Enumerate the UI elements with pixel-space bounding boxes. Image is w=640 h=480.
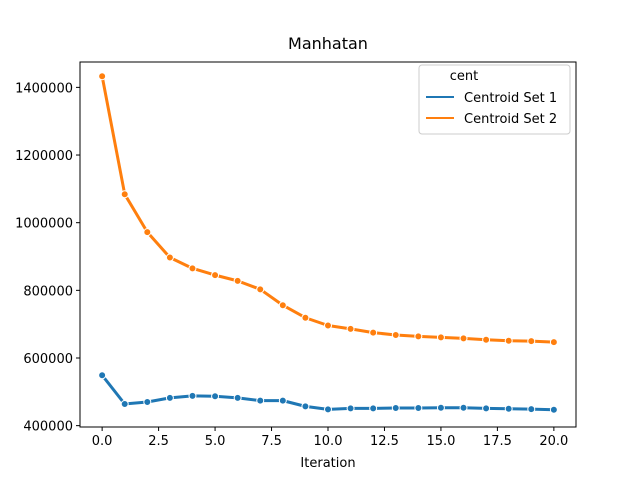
data-point [256,285,265,294]
data-point [369,328,378,337]
legend-box [418,64,571,135]
data-point [188,264,197,273]
data-point [120,190,129,199]
data-point [527,405,536,414]
x-axis: 0.0 2.5 5.0 7.5 10.0 12.5 15.0 17.5 20.0 [92,427,568,449]
data-point [436,403,445,412]
data-point [324,321,332,330]
data-point [98,72,107,81]
data-point [301,313,310,322]
y-tick-label: 1400000 [15,81,73,96]
data-point [256,396,265,405]
data-point [165,253,174,262]
x-tick-label: 7.5 [261,434,282,449]
data-point [459,403,468,412]
data-point [504,404,513,413]
series-layer [98,72,558,414]
data-point [211,392,220,401]
x-tick-label: 2.5 [148,434,169,449]
data-point [346,404,355,413]
data-point [369,404,378,413]
data-point [188,391,197,400]
legend: cent Centroid Set 1 Centroid Set 2 [418,64,571,135]
data-point [98,371,107,380]
data-point [346,324,355,333]
y-tick-label: 400000 [23,420,73,435]
data-point [278,396,287,405]
x-tick-label: 12.5 [370,434,399,449]
x-tick-label: 10.0 [314,434,343,449]
legend-entries: Centroid Set 1 Centroid Set 2 [426,91,557,127]
series-1 [98,371,558,414]
x-tick-label: 0.0 [92,434,113,449]
x-axis-label: Iteration [300,456,355,471]
y-tick-label: 1000000 [15,217,73,232]
legend-entry-label: Centroid Set 1 [464,91,557,106]
data-point [120,399,129,408]
data-point [233,276,242,285]
data-point [504,336,513,345]
x-tick-label: 5.0 [205,434,226,449]
data-point [211,271,220,280]
chart-title: Manhatan [288,34,368,53]
data-point [165,393,174,402]
data-point [414,332,423,341]
data-point [391,404,400,413]
data-point [324,405,332,414]
data-point [143,228,152,237]
data-point [549,405,558,414]
data-point [436,333,445,342]
data-point [391,330,400,339]
x-tick-label: 20.0 [539,434,568,449]
data-point [301,402,310,411]
data-point [414,404,423,413]
y-axis: 400000 600000 800000 1000000 1200000 1400000 [15,81,80,435]
legend-title: cent [450,69,478,84]
data-point [233,393,242,402]
y-tick-label: 800000 [23,284,73,299]
legend-entry-label: Centroid Set 2 [464,112,557,127]
data-point [527,337,536,346]
data-point [143,397,152,406]
data-point [482,404,491,413]
data-point [459,334,468,343]
y-tick-label: 600000 [23,352,73,367]
x-tick-label: 15.0 [426,434,455,449]
series-2 [98,72,558,347]
y-tick-label: 1200000 [15,149,73,164]
data-point [482,335,491,344]
x-tick-label: 17.5 [483,434,512,449]
data-point [278,301,287,310]
data-point [549,338,558,347]
